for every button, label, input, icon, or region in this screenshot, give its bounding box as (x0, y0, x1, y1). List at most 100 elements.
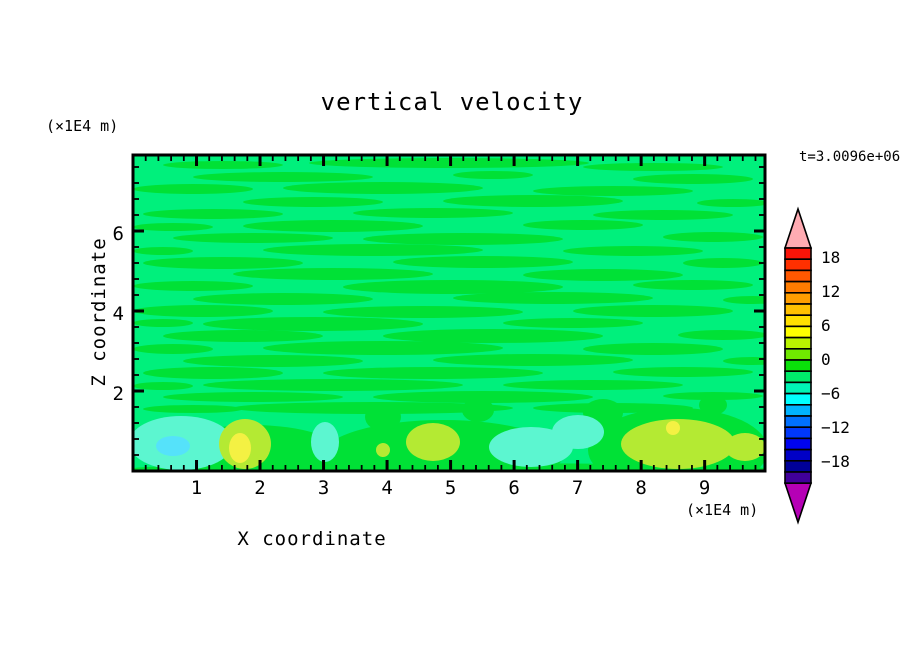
colorbar-box (784, 247, 812, 260)
streak (678, 330, 765, 340)
colorbar-label: 6 (821, 316, 831, 335)
streak (453, 292, 653, 304)
colorbar (783, 206, 813, 525)
streak (573, 305, 733, 317)
streak (353, 208, 513, 218)
x-tick-label: 4 (381, 477, 393, 499)
green-patch (699, 395, 727, 415)
colorbar-label: 18 (821, 248, 841, 267)
streak (523, 220, 643, 230)
streak (343, 280, 563, 294)
y-axis-unit-label: (×1E4 m) (46, 117, 119, 135)
contour-plot-canvas (131, 153, 767, 473)
colorbar-box (784, 370, 812, 384)
streak (133, 319, 193, 327)
colorbar-box (784, 325, 812, 339)
x-axis-title: X coordinate (237, 528, 387, 550)
aqua-blob (552, 415, 604, 449)
x-tick-label: 3 (317, 477, 330, 499)
y-tick-label: 2 (112, 383, 124, 405)
colorbar-box (784, 437, 812, 451)
streak (133, 305, 273, 317)
y-tick-label: 4 (112, 303, 124, 325)
streak (133, 184, 253, 194)
x-axis-unit-label: (×1E4 m) (686, 501, 759, 519)
green-patch (365, 403, 401, 431)
colorbar-box (784, 269, 812, 283)
x-tick-label: 9 (698, 477, 711, 499)
yellow_core-blob (666, 421, 680, 435)
colorbar-box (784, 348, 812, 361)
x-tick-label: 1 (190, 477, 203, 499)
colorbar-box (784, 471, 812, 484)
x-tick-label: 8 (635, 477, 647, 499)
colorbar-bottom-arrow (783, 482, 813, 525)
streak (723, 296, 765, 304)
streak (633, 280, 753, 290)
colorbar-box (784, 280, 812, 294)
streak (143, 209, 283, 219)
streak (163, 392, 343, 402)
streak (133, 281, 253, 291)
colorbar-box (784, 314, 812, 328)
yellow_green-blob (725, 433, 765, 461)
streak (563, 246, 703, 256)
streak (133, 223, 213, 231)
streak (233, 268, 433, 280)
colorbar-box (784, 359, 812, 372)
streak (393, 256, 573, 268)
streak (523, 269, 683, 281)
streak (663, 232, 763, 242)
streak (583, 163, 723, 171)
colorbar-box (784, 460, 812, 473)
streak (433, 354, 633, 366)
streak (363, 233, 563, 245)
streak (443, 195, 623, 207)
colorbar-box (784, 381, 812, 395)
streak-layer (133, 158, 765, 414)
streak (183, 355, 363, 367)
streak (503, 380, 683, 390)
streak (723, 357, 765, 365)
streak (453, 171, 533, 179)
colorbar-top-arrow (783, 206, 813, 249)
x-tick-label: 6 (508, 477, 520, 499)
colorbar-box (784, 448, 812, 462)
streak (309, 158, 589, 168)
streak (143, 367, 283, 379)
streak (243, 197, 383, 207)
streak (697, 199, 765, 207)
colorbar-label: −12 (821, 418, 850, 437)
chart-title: vertical velocity (320, 88, 584, 116)
streak (193, 293, 373, 305)
streak (263, 341, 503, 355)
streak (633, 174, 753, 184)
y-tick-label: 6 (112, 223, 124, 245)
streak (163, 330, 323, 342)
streak (173, 233, 333, 243)
streak (133, 344, 213, 354)
streak (323, 367, 543, 379)
cyan_core-blob (156, 436, 190, 456)
green-patch (133, 463, 765, 471)
streak (163, 161, 283, 169)
streak (613, 367, 753, 377)
colorbar-box (784, 426, 812, 440)
x-tick-label: 7 (571, 477, 584, 499)
aqua-blob (311, 422, 339, 462)
streak (283, 182, 483, 194)
streak (263, 244, 483, 256)
colorbar-box (784, 336, 812, 350)
colorbar-box (784, 404, 812, 417)
streak (203, 379, 463, 391)
yellow_green-blob (406, 423, 460, 461)
streak (533, 186, 693, 196)
colorbar-label: −18 (821, 452, 850, 471)
streak (143, 405, 243, 413)
colorbar-box (784, 392, 812, 406)
streak (683, 258, 763, 268)
streak (593, 210, 733, 220)
streak (383, 329, 603, 343)
streak (503, 318, 643, 328)
